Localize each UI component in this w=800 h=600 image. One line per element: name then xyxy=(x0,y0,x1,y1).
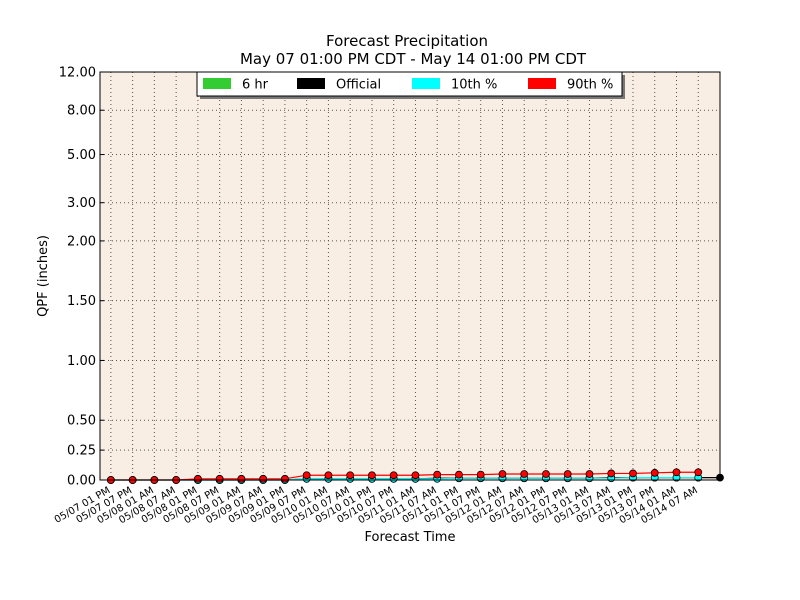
point xyxy=(629,469,637,478)
point xyxy=(324,471,333,480)
point xyxy=(281,474,289,483)
series-line xyxy=(110,471,699,481)
legend-swatch xyxy=(528,78,556,89)
point xyxy=(455,470,463,479)
legend-label: Official xyxy=(336,78,381,93)
point xyxy=(520,470,529,478)
legend-label: 10th % xyxy=(451,78,497,93)
point xyxy=(368,471,376,480)
point xyxy=(215,474,224,483)
y-tick-label: 3.00 xyxy=(67,196,96,211)
chart-subtitle: May 07 01:00 PM CDT - May 14 01:00 PM CD… xyxy=(240,50,587,68)
point xyxy=(694,468,703,477)
legend-swatch xyxy=(203,78,231,89)
point xyxy=(542,470,550,478)
point xyxy=(346,471,355,480)
point xyxy=(563,470,572,478)
point xyxy=(259,474,268,483)
legend-label: 90th % xyxy=(567,78,613,93)
point xyxy=(650,468,659,477)
legend-swatch xyxy=(297,78,325,89)
y-tick-label: 2.00 xyxy=(67,234,96,249)
legend-label: 6 hr xyxy=(242,78,269,93)
point xyxy=(302,471,311,480)
x-axis-label: Forecast Time xyxy=(365,530,456,545)
y-tick-label: 0.00 xyxy=(67,474,96,489)
y-tick-label: 5.00 xyxy=(67,148,96,163)
point xyxy=(237,474,246,483)
point xyxy=(607,469,616,478)
y-axis-label: QPF (inches) xyxy=(36,235,51,317)
y-tick-label: 12.00 xyxy=(59,66,96,81)
point xyxy=(476,470,485,479)
chart-title: Forecast Precipitation xyxy=(326,32,488,50)
point xyxy=(389,471,398,480)
plot-background xyxy=(100,72,720,480)
point xyxy=(193,474,202,483)
legend-swatch xyxy=(412,78,440,89)
point xyxy=(411,471,420,480)
y-tick-label: 1.00 xyxy=(67,354,96,369)
point xyxy=(433,470,442,479)
point xyxy=(498,470,507,478)
y-tick-label: 8.00 xyxy=(67,104,96,119)
point xyxy=(585,470,594,478)
y-tick-label: 0.25 xyxy=(67,444,96,459)
y-tick-label: 0.50 xyxy=(67,414,96,429)
y-tick-label: 1.50 xyxy=(67,294,96,309)
point xyxy=(672,468,681,477)
